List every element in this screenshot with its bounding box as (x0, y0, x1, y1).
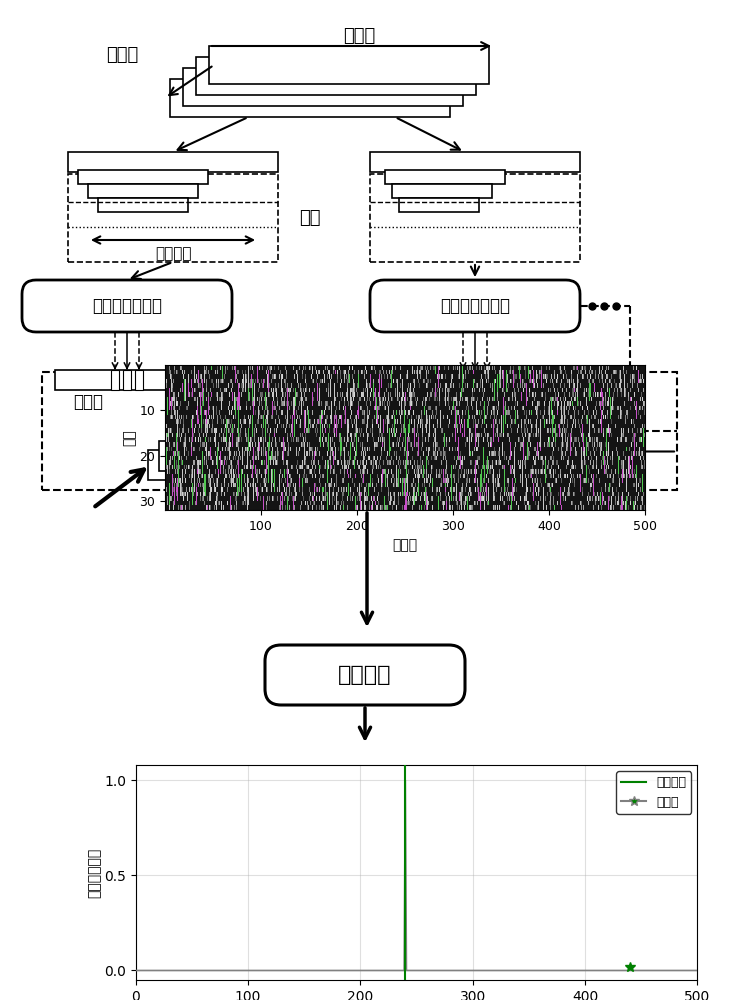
FancyBboxPatch shape (22, 280, 232, 332)
Bar (399, 198, 479, 212)
Text: 滑窗: 滑窗 (299, 209, 321, 227)
Bar (370, 152, 580, 172)
Text: 慢时间: 慢时间 (73, 393, 103, 411)
Y-axis label: 脉冲: 脉冲 (123, 429, 137, 446)
Bar (209, 46, 489, 84)
Bar (159, 441, 389, 471)
Bar (68, 152, 278, 172)
Bar (370, 370, 580, 390)
Bar (471, 370, 479, 390)
Bar (55, 370, 280, 390)
FancyBboxPatch shape (265, 645, 465, 705)
Text: 脉冲宽度: 脉冲宽度 (155, 246, 192, 261)
Bar (183, 68, 463, 106)
Bar (42, 372, 677, 490)
Bar (483, 370, 491, 390)
Text: 快时间: 快时间 (314, 377, 346, 395)
Bar (459, 370, 467, 390)
Bar (385, 170, 505, 184)
Bar (111, 370, 119, 390)
Text: 单脉冲检测网络: 单脉冲检测网络 (92, 297, 162, 315)
Bar (98, 198, 188, 212)
Text: 单脉冲检测网络: 单脉冲检测网络 (440, 297, 510, 315)
Bar (123, 370, 131, 390)
Bar (68, 174, 278, 262)
Bar (170, 432, 400, 462)
Bar (135, 370, 143, 390)
Y-axis label: 目标存在概率: 目标存在概率 (87, 847, 101, 898)
Bar (148, 450, 378, 480)
Bar (170, 79, 450, 117)
Bar (196, 57, 476, 95)
Bar (88, 184, 198, 198)
Bar (392, 184, 492, 198)
FancyBboxPatch shape (370, 280, 580, 332)
Text: 融合网络: 融合网络 (338, 665, 392, 685)
Bar (181, 423, 411, 453)
Bar (78, 170, 208, 184)
X-axis label: 距离门: 距离门 (393, 538, 418, 552)
Text: 慢时间: 慢时间 (106, 46, 138, 64)
Text: 快时间: 快时间 (343, 27, 375, 45)
Legend: 目标位置, 本方法: 目标位置, 本方法 (616, 771, 691, 814)
Bar (370, 174, 580, 262)
